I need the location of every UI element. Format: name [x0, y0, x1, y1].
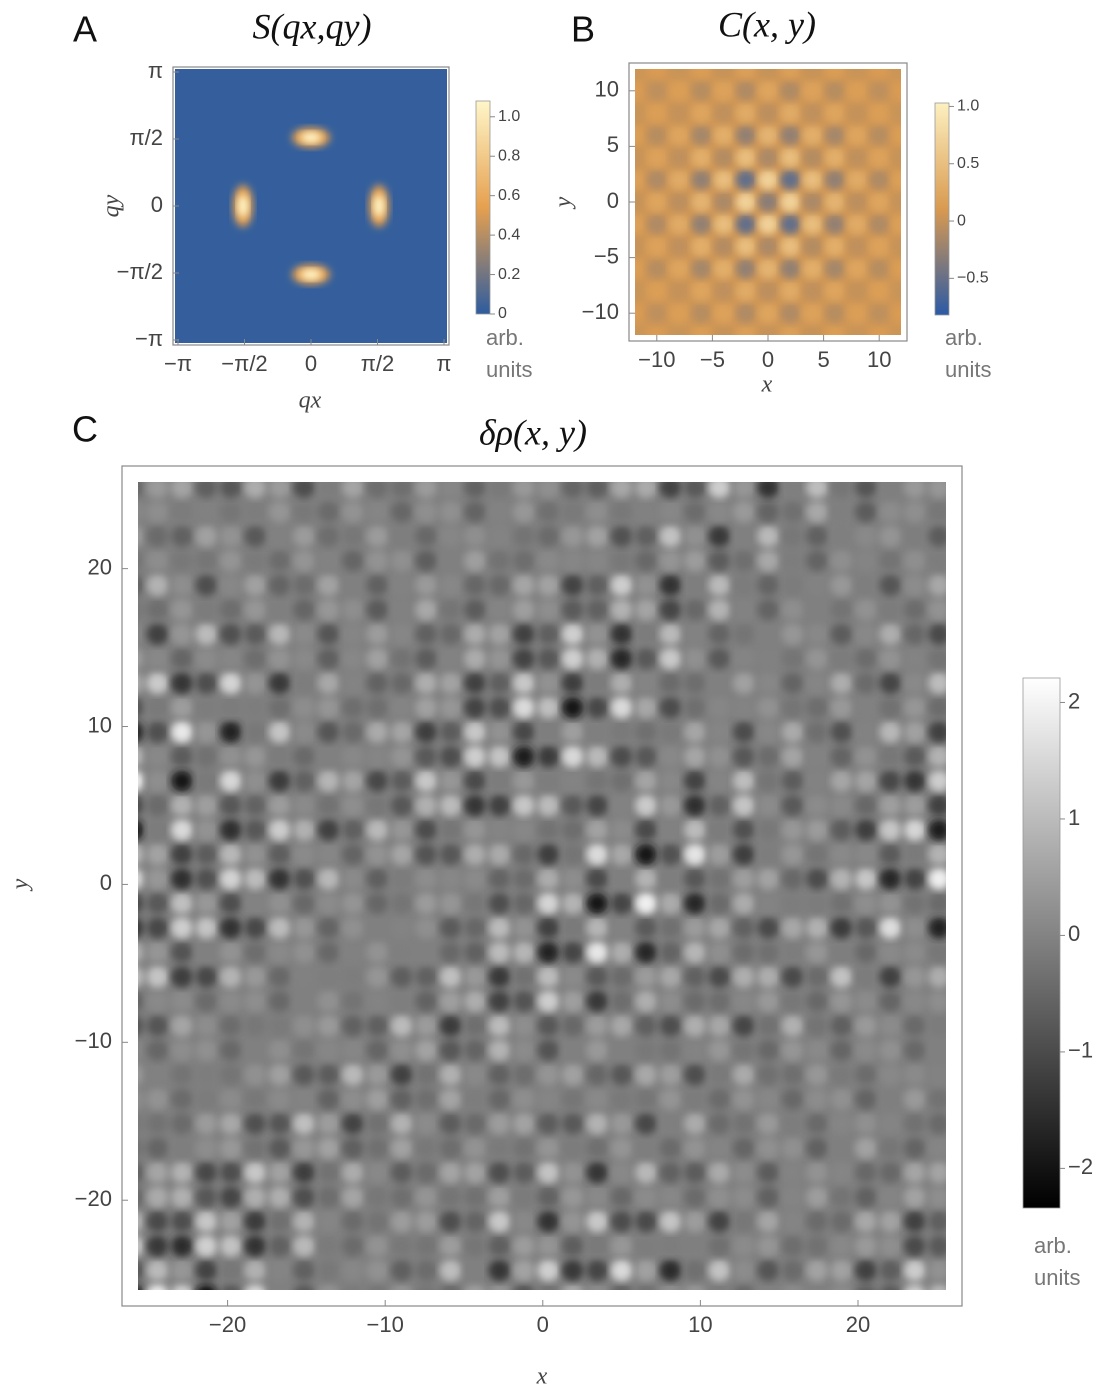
colorbar-tick-label: 1.0	[957, 98, 979, 115]
colorbar-tick-label: 2	[1068, 688, 1080, 713]
y-axis-label: qy	[99, 194, 125, 217]
x-tick-label: −π/2	[221, 351, 267, 376]
x-tick-label: −20	[209, 1312, 246, 1337]
panel-label: A	[73, 9, 97, 50]
x-tick-label: 0	[762, 347, 774, 372]
panel-label: C	[72, 409, 98, 450]
x-tick-label: 0	[537, 1312, 549, 1337]
colorbar-tick-label: 1.0	[498, 108, 520, 125]
y-tick-label: −5	[594, 243, 619, 268]
chart-title: C(x, y)	[718, 4, 816, 44]
y-tick-label: π	[148, 58, 163, 83]
colorbar-label: arb. units	[1034, 1233, 1081, 1290]
y-axis-label: y	[551, 196, 577, 209]
heatmap	[138, 482, 946, 1290]
x-tick-label: π/2	[361, 351, 395, 376]
y-tick-label: −π	[135, 326, 163, 351]
y-tick-label: 0	[151, 192, 163, 217]
x-axis-label: qx	[299, 388, 322, 414]
colorbar-tick-label: 0	[498, 305, 507, 322]
colorbar-tick-label: 0.2	[498, 266, 520, 283]
x-tick-label: 10	[867, 347, 891, 372]
colorbar-label: arb. units	[945, 325, 992, 382]
chart-title: S(qx,qy)	[253, 6, 372, 46]
colorbar-label: arb. units	[486, 325, 533, 382]
y-tick-label: 20	[88, 554, 112, 579]
y-axis-label: y	[8, 878, 34, 891]
x-tick-label: −10	[638, 347, 675, 372]
x-tick-label: −π	[164, 351, 192, 376]
x-tick-label: 5	[817, 347, 829, 372]
y-tick-label: −10	[582, 299, 619, 324]
colorbar-tick-label: 0.6	[498, 187, 520, 204]
y-tick-label: 5	[607, 132, 619, 157]
x-axis-label: x	[761, 372, 773, 398]
y-tick-label: 10	[595, 77, 619, 102]
heatmap	[635, 69, 901, 335]
colorbar	[475, 100, 491, 315]
colorbar-tick-label: −2	[1068, 1154, 1093, 1179]
y-tick-label: 0	[100, 870, 112, 895]
colorbar	[934, 102, 950, 316]
y-tick-label: −10	[75, 1028, 112, 1053]
y-tick-label: −20	[75, 1186, 112, 1211]
colorbar-tick-label: 0.4	[498, 226, 520, 243]
heatmap	[175, 69, 447, 343]
x-tick-label: 0	[305, 351, 317, 376]
plot-frame	[121, 465, 963, 1307]
x-tick-label: −10	[367, 1312, 404, 1337]
x-tick-label: π	[436, 351, 451, 376]
x-tick-label: 20	[846, 1312, 870, 1337]
colorbar	[1022, 677, 1061, 1209]
chart-title: δρ(x, y)	[479, 412, 587, 452]
y-tick-label: π/2	[129, 125, 163, 150]
x-tick-label: −5	[700, 347, 725, 372]
colorbar-tick-label: 0	[1068, 921, 1080, 946]
x-tick-label: 10	[688, 1312, 712, 1337]
colorbar-tick-label: 1	[1068, 805, 1080, 830]
colorbar-tick-label: 0.8	[498, 147, 520, 164]
y-tick-label: 10	[88, 712, 112, 737]
y-tick-label: 0	[607, 188, 619, 213]
colorbar-tick-label: 0	[957, 212, 966, 229]
panel-label: B	[571, 9, 595, 50]
colorbar-tick-label: −0.5	[957, 270, 989, 287]
colorbar-tick-label: −1	[1068, 1038, 1093, 1063]
colorbar-tick-label: 0.5	[957, 155, 979, 172]
x-axis-label: x	[536, 1364, 548, 1390]
y-tick-label: −π/2	[117, 259, 163, 284]
